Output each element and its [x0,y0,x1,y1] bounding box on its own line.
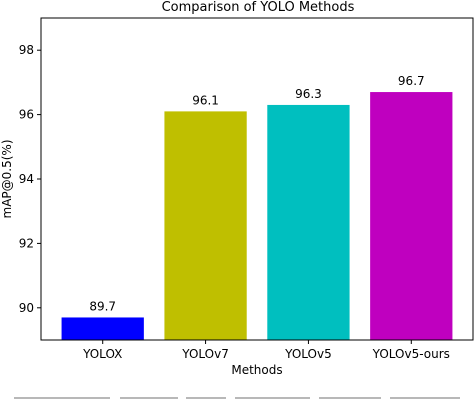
y-tick-label: 92 [19,236,34,250]
y-tick-label: 90 [19,301,34,315]
bar-value-label: 96.7 [398,74,425,88]
bar-value-label: 89.7 [89,299,116,313]
chart-title: Comparison of YOLO Methods [162,0,355,15]
bar-value-labels: 89.7 96.1 96.3 96.7 [89,74,424,313]
bar-value-label: 96.1 [192,93,219,107]
y-tick-label: 98 [19,43,34,57]
bar [164,111,247,340]
x-axis-label: Methods [231,363,282,377]
x-tick-label: YOLOv5 [284,347,332,361]
x-tick-label: YOLOv7 [181,347,229,361]
x-tick-label: YOLOv5-ours [372,347,450,361]
y-tick-label: 96 [19,108,34,122]
y-axis: 90 92 94 96 98 [19,43,41,315]
y-tick-label: 94 [19,172,34,186]
clipped-caption-line [0,397,474,402]
x-tick-label: YOLOX [82,347,122,361]
y-axis-label: mAP@0.5(%) [0,140,14,219]
bar [370,92,453,340]
bar-value-label: 96.3 [295,87,322,101]
bar [61,317,144,340]
bars-group [61,92,453,340]
plot-area: 89.7 96.1 96.3 96.7 [40,17,474,341]
bar [267,104,350,340]
x-axis: YOLOX YOLOv7 YOLOv5 YOLOv5-ours [82,340,450,361]
